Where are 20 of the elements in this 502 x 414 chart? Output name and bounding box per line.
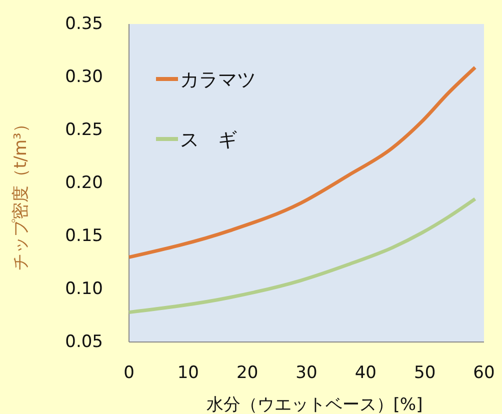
y-tick-label: 0.10 <box>65 279 103 299</box>
x-tick-label: 10 <box>177 363 199 383</box>
y-axis-title: チップ密度（t/m³） <box>11 116 31 270</box>
legend-label: カラマツ <box>180 69 256 91</box>
x-tick-label: 40 <box>354 363 376 383</box>
x-tick-label: 60 <box>473 363 495 383</box>
x-tick-label: 50 <box>414 363 436 383</box>
x-axis-title: 水分（ウエットベース）[%] <box>206 395 423 414</box>
y-tick-label: 0.20 <box>65 173 103 193</box>
x-tick-label: 30 <box>296 363 318 383</box>
x-tick-label: 20 <box>236 363 258 383</box>
line-series <box>127 66 477 259</box>
y-tick-label: 0.15 <box>65 226 103 246</box>
y-tick-label: 0.35 <box>65 14 103 34</box>
y-tick-label: 0.05 <box>65 332 103 352</box>
line-series <box>127 197 477 314</box>
x-tick-label: 0 <box>124 363 134 383</box>
y-tick-label: 0.30 <box>65 67 103 87</box>
legend-label: ス ギ <box>180 129 237 151</box>
y-tick-label: 0.25 <box>65 120 103 140</box>
